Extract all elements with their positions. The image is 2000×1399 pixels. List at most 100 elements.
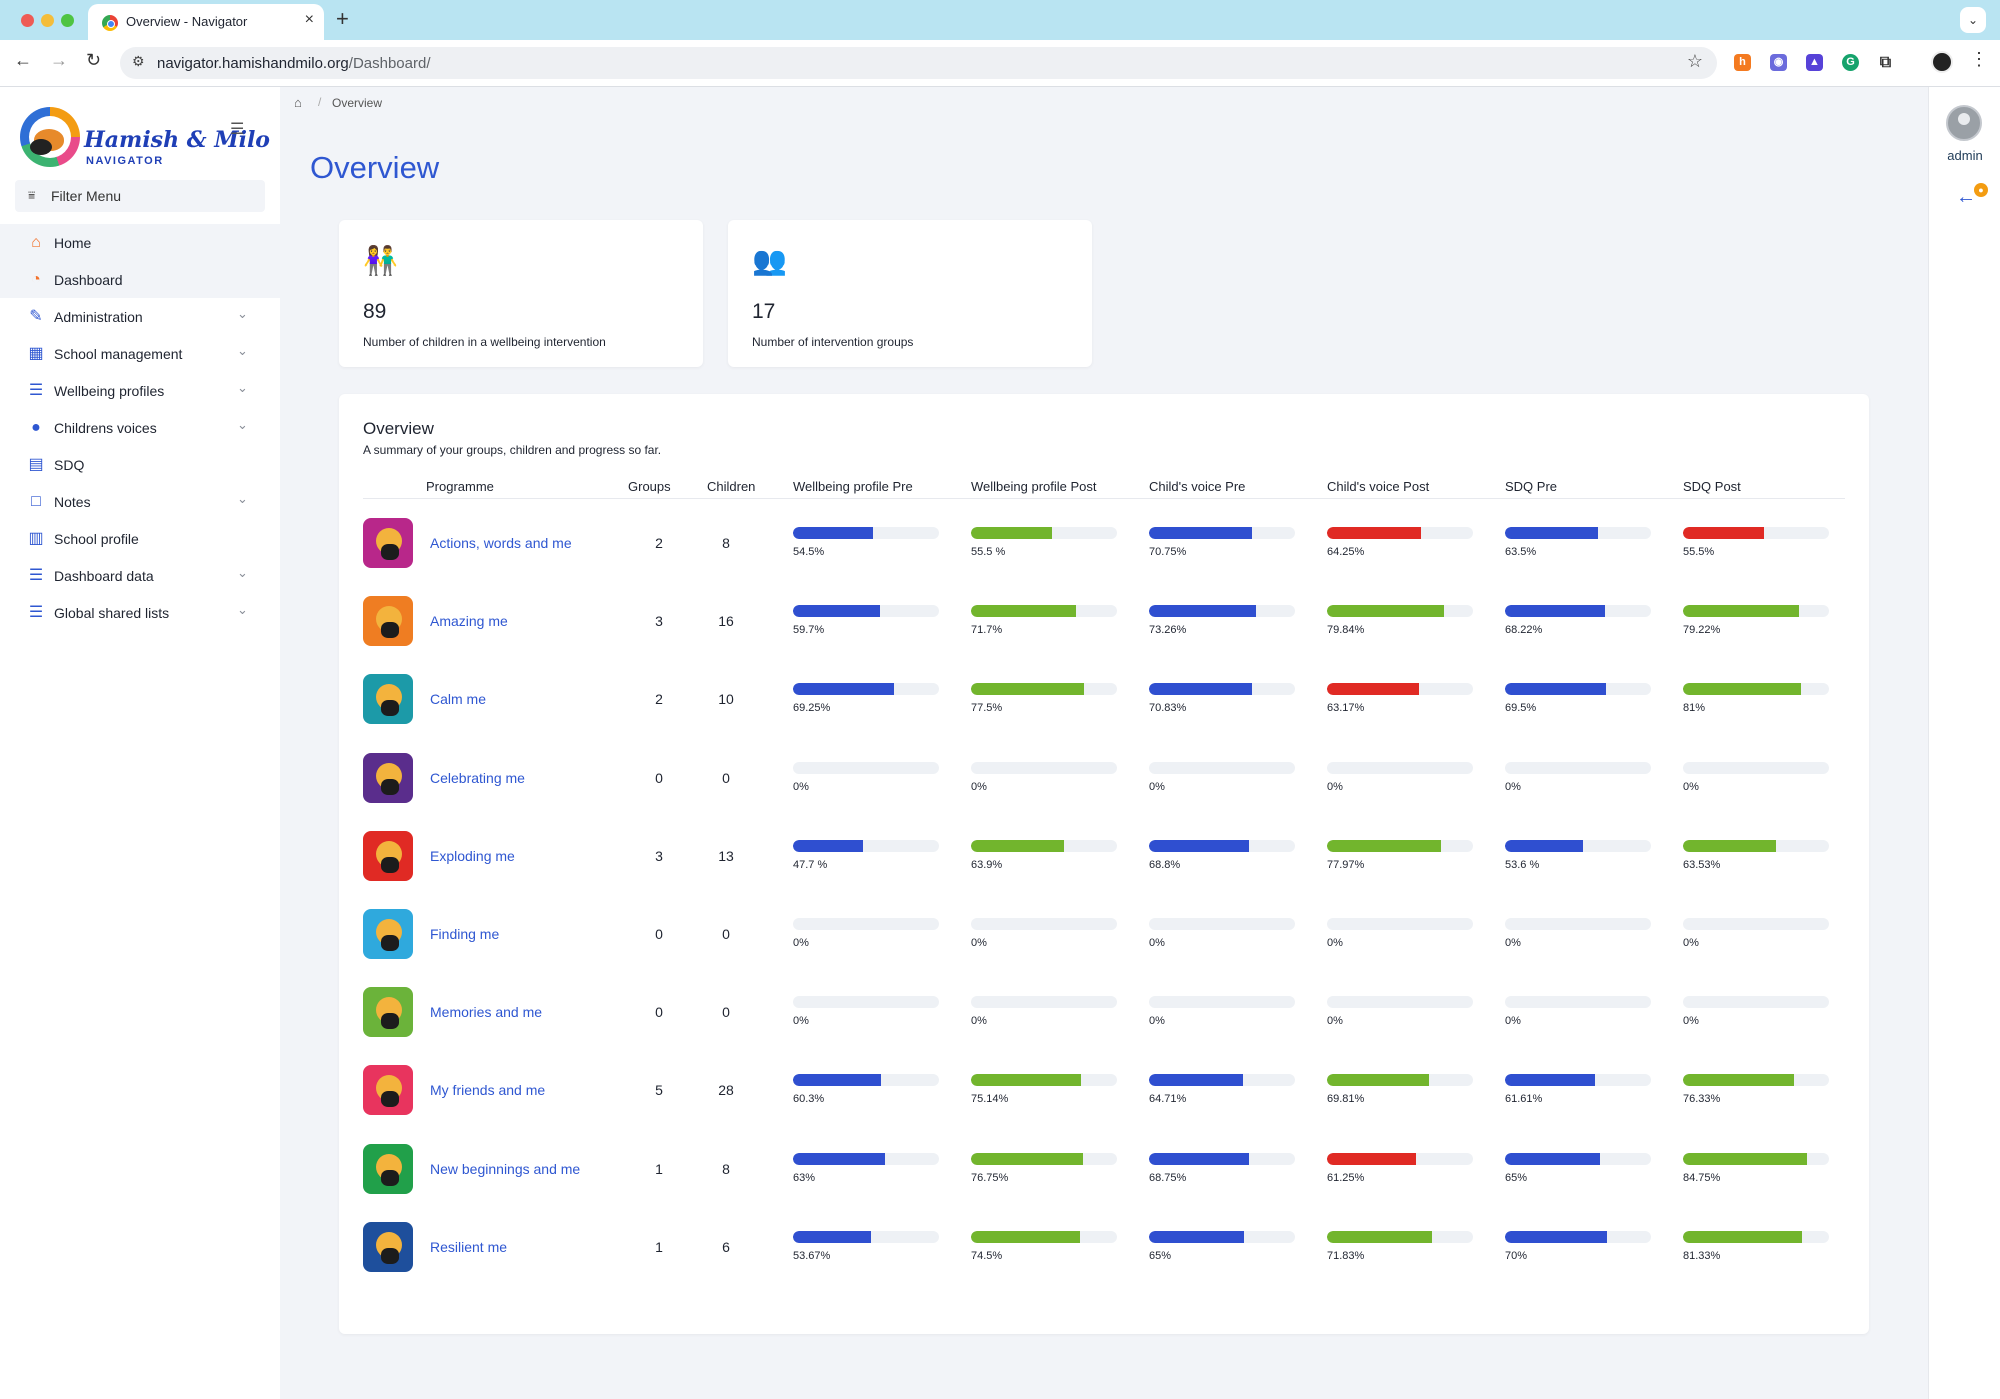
progress-value-childs-voice-pre: 0% <box>1149 1015 1165 1028</box>
browser-tab[interactable]: Overview - Navigator × <box>88 4 324 40</box>
column-header-sdq-post: SDQ Post <box>1683 479 1741 494</box>
sidebar-item-sdq[interactable]: ▤ SDQ <box>0 446 280 483</box>
progress-bar-fill <box>1149 839 1250 852</box>
progress-bar-wellbeing-post <box>971 761 1117 774</box>
close-window-button[interactable] <box>21 14 34 27</box>
sidebar-item-dashboard[interactable]: ◔ Dashboard <box>0 261 280 298</box>
sidebar-item-dashboard-data[interactable]: ☰ Dashboard data ⌄ <box>0 557 280 594</box>
programme-icon[interactable] <box>363 596 413 647</box>
site-settings-icon[interactable]: ⚙ <box>132 53 145 69</box>
column-header-groups: Groups <box>628 479 671 494</box>
progress-value-childs-voice-pre: 73.26% <box>1149 624 1187 637</box>
programme-icon[interactable] <box>363 1065 413 1116</box>
programme-link[interactable]: Memories and me <box>430 1004 543 1021</box>
browser-menu-icon[interactable]: ⋮ <box>1970 49 1988 69</box>
forward-arrow-icon[interactable]: → <box>50 50 68 70</box>
overview-card: Overview A summary of your groups, child… <box>339 394 1869 1334</box>
sidebar-item-administration[interactable]: ✎ Administration ⌄ <box>0 298 280 335</box>
sidebar-item-wellbeing-profiles[interactable]: ☰ Wellbeing profiles ⌄ <box>0 372 280 409</box>
progress-bar-childs-voice-post <box>1327 1074 1473 1087</box>
sidebar-item-school-profile[interactable]: ▥ School profile <box>0 520 280 557</box>
new-tab-icon[interactable]: + <box>336 6 349 31</box>
progress-bar-wellbeing-pre <box>793 527 939 539</box>
programme-link[interactable]: Exploding me <box>430 847 515 864</box>
chevron-down-icon[interactable]: ⌄ <box>237 602 248 617</box>
progress-value-sdq-pre: 65% <box>1505 1171 1528 1184</box>
address-bar[interactable]: ⚙ navigator.hamishandmilo.org/Dashboard/… <box>120 47 1717 79</box>
progress-bar-fill <box>971 1152 1084 1165</box>
breadcrumb-home-icon[interactable]: ⌂ <box>294 95 302 110</box>
progress-value-childs-voice-post: 69.81% <box>1327 1093 1365 1106</box>
progress-value-wellbeing-pre: 53.67% <box>793 1249 831 1262</box>
bookmark-star-icon[interactable]: ☆ <box>1686 51 1703 71</box>
chevron-down-icon[interactable]: ⌄ <box>237 343 248 358</box>
programme-icon[interactable] <box>363 1143 413 1194</box>
progress-bar-sdq-pre <box>1505 1074 1651 1087</box>
progress-bar-fill <box>1505 605 1605 618</box>
extensions-puzzle-icon[interactable]: ⧉ <box>1879 54 1892 71</box>
chevron-down-icon[interactable]: ⌄ <box>237 565 248 580</box>
browser-profile-icon[interactable] <box>1931 51 1953 73</box>
user-name[interactable]: admin <box>1947 148 1983 163</box>
hubspot-extension-icon[interactable]: h <box>1734 54 1751 71</box>
chevron-down-icon[interactable]: ⌄ <box>237 417 248 432</box>
programme-icon[interactable] <box>363 674 413 725</box>
filter-menu[interactable]: ⩸ Filter Menu <box>15 180 265 212</box>
progress-bar-sdq-pre <box>1505 996 1651 1009</box>
chevron-down-icon[interactable]: ⌄ <box>237 491 248 506</box>
progress-bar-fill <box>1149 1152 1250 1165</box>
progress-value-sdq-post: 63.53% <box>1683 858 1721 871</box>
progress-value-wellbeing-post: 77.5% <box>971 702 1003 715</box>
programme-icon[interactable] <box>363 752 413 803</box>
building-icon: ▦ <box>28 345 44 362</box>
sidebar-item-home[interactable]: ⌂ Home <box>0 224 280 261</box>
progress-bar-childs-voice-pre <box>1149 1152 1295 1165</box>
programme-icon[interactable] <box>363 987 413 1038</box>
programme-link[interactable]: Finding me <box>430 926 500 942</box>
progress-value-wellbeing-pre: 60.3% <box>793 1093 825 1106</box>
grammarly-extension-icon[interactable]: G <box>1842 54 1859 71</box>
sidebar-item-notes[interactable]: □ Notes ⌄ <box>0 483 280 520</box>
reload-icon[interactable]: ↻ <box>86 50 102 70</box>
chevron-down-icon[interactable]: ⌄ <box>237 306 248 321</box>
progress-bar-fill <box>1149 1230 1244 1243</box>
proton-extension-icon[interactable]: ▲ <box>1806 54 1823 71</box>
notification-badge-icon[interactable]: ● <box>1974 183 1988 197</box>
extension-icon[interactable]: ◉ <box>1770 54 1787 71</box>
programme-icon[interactable] <box>363 1221 413 1272</box>
collapse-sidebar-icon[interactable]: ☰ <box>230 121 245 138</box>
tab-search-icon[interactable]: ⌄ <box>1960 7 1986 33</box>
stat-label: Number of children in a wellbeing interv… <box>363 335 606 349</box>
back-arrow-icon[interactable]: ← <box>1956 186 1976 208</box>
progress-value-sdq-post: 55.5% <box>1683 546 1715 558</box>
progress-bar-childs-voice-post <box>1327 839 1473 852</box>
progress-bar-fill <box>793 1152 885 1165</box>
progress-bar-fill <box>971 1074 1081 1087</box>
avatar[interactable] <box>1946 105 1982 141</box>
programme-link[interactable]: Resilient me <box>430 1238 508 1255</box>
programme-icon[interactable] <box>363 518 413 568</box>
programme-link[interactable]: Calm me <box>430 691 487 708</box>
chevron-down-icon[interactable]: ⌄ <box>237 380 248 395</box>
sidebar-item-school-management[interactable]: ▦ School management ⌄ <box>0 335 280 372</box>
back-arrow-icon[interactable]: ← <box>14 50 32 70</box>
sidebar-item-childrens-voices[interactable]: ● Childrens voices ⌄ <box>0 409 280 446</box>
wrench-icon: ✎ <box>29 308 43 325</box>
programme-link[interactable]: Amazing me <box>430 613 508 630</box>
progress-bar-fill <box>971 1230 1080 1243</box>
stat-value: 89 <box>363 300 387 323</box>
minimize-window-button[interactable] <box>41 14 54 27</box>
tab-close-icon[interactable]: × <box>304 11 314 28</box>
programme-icon[interactable] <box>363 909 413 959</box>
programme-link[interactable]: Celebrating me <box>430 769 525 786</box>
programme-link[interactable]: New beginnings and me <box>430 1160 581 1177</box>
logo-cat-icon <box>30 139 52 155</box>
sidebar-item-global-shared-lists[interactable]: ☰ Global shared lists ⌄ <box>0 594 280 631</box>
maximize-window-button[interactable] <box>61 14 74 27</box>
programme-link[interactable]: Actions, words and me <box>430 535 572 551</box>
progress-value-wellbeing-post: 63.9% <box>971 858 1003 871</box>
programme-icon[interactable] <box>363 830 413 881</box>
url-text[interactable]: navigator.hamishandmilo.org/Dashboard/ <box>157 55 431 72</box>
main-content: ⌂ / Overview Overview 👫 89 Number of chi… <box>280 87 1928 1399</box>
programme-link[interactable]: My friends and me <box>430 1082 546 1099</box>
